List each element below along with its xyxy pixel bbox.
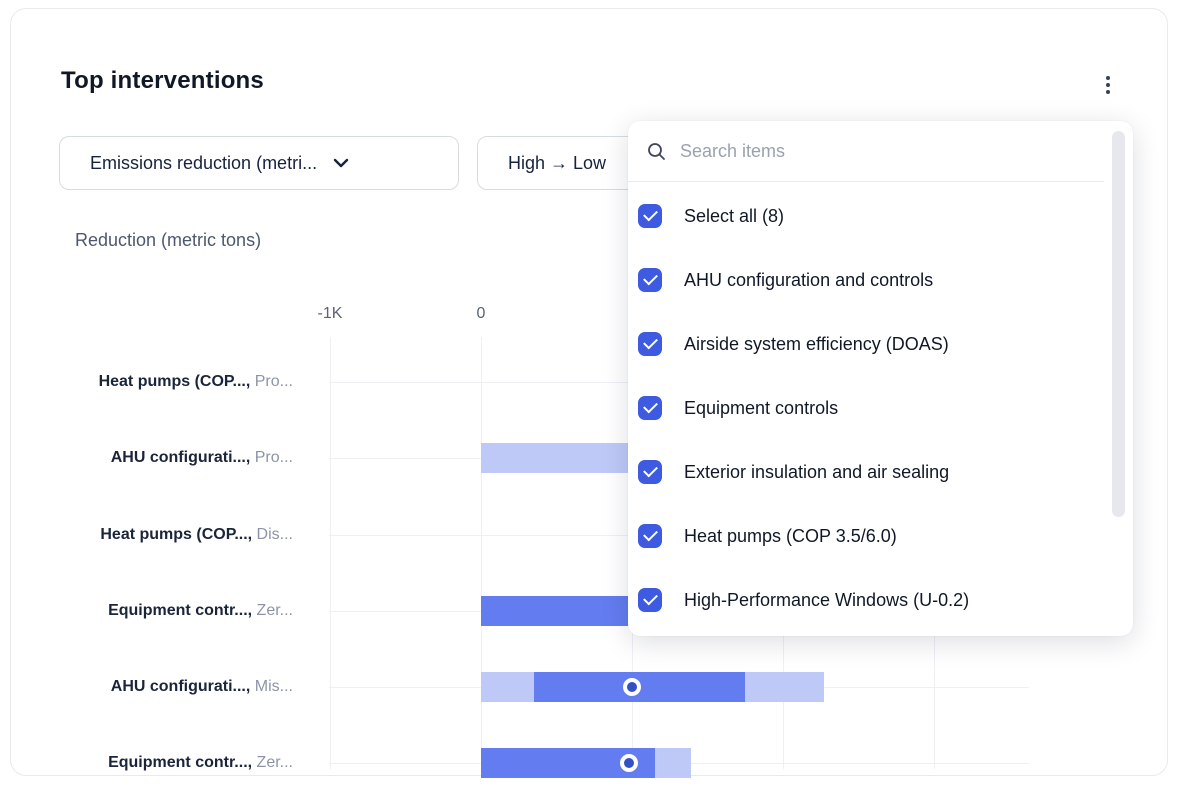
bar-marker-circle[interactable] bbox=[619, 754, 638, 772]
checkbox-checked-icon[interactable] bbox=[638, 204, 662, 228]
x-axis-tick-label: -1K bbox=[317, 305, 343, 322]
item-label: Equipment controls bbox=[684, 397, 839, 418]
list-item[interactable]: High-Performance Windows (U-0.2) bbox=[628, 568, 1133, 632]
checkbox-checked-icon[interactable] bbox=[638, 396, 662, 420]
search-input[interactable] bbox=[680, 140, 1060, 162]
item-label: Airside system efficiency (DOAS) bbox=[684, 333, 949, 354]
sort-select-value: High → Low bbox=[508, 152, 607, 173]
bar-marker-circle[interactable] bbox=[623, 678, 641, 696]
bar-segment[interactable] bbox=[481, 596, 632, 626]
bar-segment[interactable] bbox=[654, 748, 691, 778]
checkbox-checked-icon[interactable] bbox=[638, 588, 662, 612]
bar-segment[interactable] bbox=[745, 672, 824, 702]
list-item[interactable]: Equipment controls bbox=[628, 376, 1133, 440]
page-title: Top interventions bbox=[61, 67, 264, 94]
list-item[interactable]: Heat pumps (COP 3.5/6.0) bbox=[628, 504, 1133, 568]
bar-segment[interactable] bbox=[481, 672, 534, 702]
item-label: Heat pumps (COP 3.5/6.0) bbox=[684, 525, 897, 546]
list-item[interactable]: Select all (8) bbox=[628, 184, 1133, 248]
search-icon bbox=[648, 143, 665, 160]
x-axis-tick-label: 0 bbox=[476, 305, 486, 322]
metric-select-value: Emissions reduction (metri... bbox=[90, 152, 318, 173]
y-axis-row-label: Equipment contr..., Zer... bbox=[108, 602, 293, 619]
y-axis-row-label: Equipment contr..., Zer... bbox=[108, 754, 293, 771]
checkbox-list: Select all (8) AHU configuration and cont… bbox=[628, 184, 1133, 632]
scrollbar-thumb[interactable] bbox=[1112, 131, 1125, 517]
y-axis-row-label: AHU configurati..., Mis... bbox=[110, 678, 293, 695]
search-row bbox=[628, 121, 1133, 181]
filter-dropdown-panel: Select all (8) AHU configuration and cont… bbox=[628, 121, 1133, 636]
y-axis-row-label: Heat pumps (COP..., Pro... bbox=[98, 373, 293, 390]
chart-axis-title: Reduction (metric tons) bbox=[75, 230, 262, 250]
checkbox-checked-icon[interactable] bbox=[638, 460, 662, 484]
item-label: Exterior insulation and air sealing bbox=[684, 461, 950, 482]
list-item[interactable]: AHU configuration and controls bbox=[628, 248, 1133, 312]
metric-select[interactable]: Emissions reduction (metri... bbox=[59, 136, 459, 190]
divider bbox=[628, 181, 1104, 182]
item-label: AHU configuration and controls bbox=[684, 269, 934, 290]
top-interventions-card: Top interventions Emissions reduction (m… bbox=[10, 8, 1168, 778]
checkbox-checked-icon[interactable] bbox=[638, 332, 662, 356]
vertical-gridline bbox=[330, 337, 331, 769]
list-item[interactable]: Exterior insulation and air sealing bbox=[628, 440, 1133, 504]
vertical-gridline bbox=[481, 337, 482, 769]
kebab-menu-icon[interactable] bbox=[1096, 71, 1120, 99]
list-item[interactable]: Airside system efficiency (DOAS) bbox=[628, 312, 1133, 376]
y-axis-row-label: Heat pumps (COP..., Dis... bbox=[100, 526, 293, 543]
y-axis-row-label: AHU configurati..., Pro... bbox=[110, 449, 293, 466]
checkbox-checked-icon[interactable] bbox=[638, 268, 662, 292]
chevron-down-icon bbox=[331, 153, 351, 173]
item-label: High-Performance Windows (U-0.2) bbox=[684, 589, 970, 610]
item-label: Select all (8) bbox=[684, 205, 785, 226]
checkbox-checked-icon[interactable] bbox=[638, 524, 662, 548]
